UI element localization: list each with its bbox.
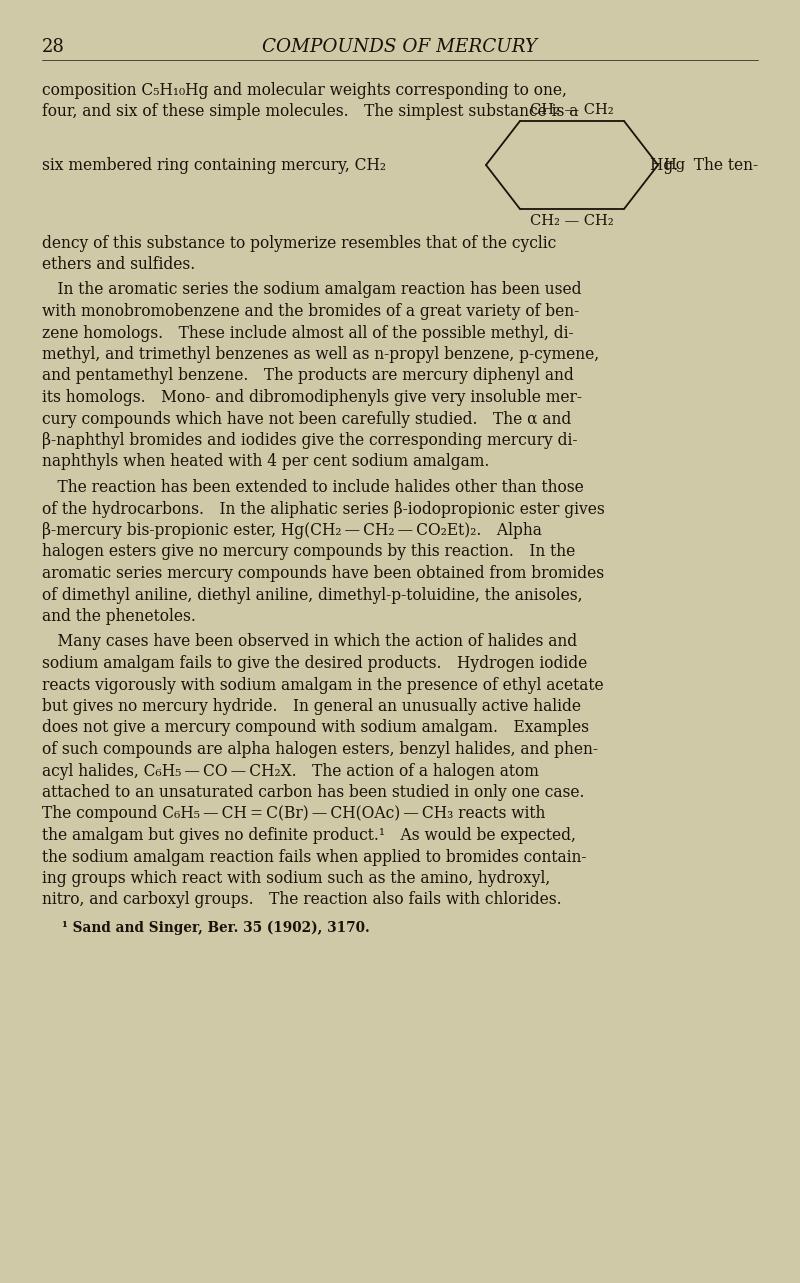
Text: with monobromobenzene and the bromides of a great variety of ben-: with monobromobenzene and the bromides o… <box>42 303 579 319</box>
Text: the sodium amalgam reaction fails when applied to bromides contain-: the sodium amalgam reaction fails when a… <box>42 848 586 866</box>
Text: Many cases have been observed in which the action of halides and: Many cases have been observed in which t… <box>42 634 577 650</box>
Text: β-naphthyl bromides and iodides give the corresponding mercury di-: β-naphthyl bromides and iodides give the… <box>42 432 578 449</box>
Text: methyl, and trimethyl benzenes as well as n-propyl benzene, p-cymene,: methyl, and trimethyl benzenes as well a… <box>42 346 599 363</box>
Text: does not give a mercury compound with sodium amalgam. Examples: does not give a mercury compound with so… <box>42 720 589 736</box>
Text: aromatic series mercury compounds have been obtained from bromides: aromatic series mercury compounds have b… <box>42 565 604 582</box>
Text: its homologs. Mono- and dibromodiphenyls give very insoluble mer-: its homologs. Mono- and dibromodiphenyls… <box>42 389 582 405</box>
Text: halogen esters give no mercury compounds by this reaction. In the: halogen esters give no mercury compounds… <box>42 544 575 561</box>
Text: The reaction has been extended to include halides other than those: The reaction has been extended to includ… <box>42 479 584 497</box>
Text: In the aromatic series the sodium amalgam reaction has been used: In the aromatic series the sodium amalga… <box>42 281 582 299</box>
Text: the amalgam but gives no definite product.¹ As would be expected,: the amalgam but gives no definite produc… <box>42 828 576 844</box>
Text: sodium amalgam fails to give the desired products. Hydrogen iodide: sodium amalgam fails to give the desired… <box>42 656 587 672</box>
Text: and pentamethyl benzene. The products are mercury diphenyl and: and pentamethyl benzene. The products ar… <box>42 367 574 385</box>
Text: β-mercury bis-propionic ester, Hg(CH₂ — CH₂ — CO₂Et)₂. Alpha: β-mercury bis-propionic ester, Hg(CH₂ — … <box>42 522 542 539</box>
Text: dency of this substance to polymerize resembles that of the cyclic: dency of this substance to polymerize re… <box>42 235 556 251</box>
Text: reacts vigorously with sodium amalgam in the presence of ethyl acetate: reacts vigorously with sodium amalgam in… <box>42 676 604 694</box>
Text: naphthyls when heated with 4 per cent sodium amalgam.: naphthyls when heated with 4 per cent so… <box>42 453 490 471</box>
Text: Hg. The ten-: Hg. The ten- <box>650 157 758 173</box>
Text: attached to an unsaturated carbon has been studied in only one case.: attached to an unsaturated carbon has be… <box>42 784 585 801</box>
Text: CH₂ — CH₂: CH₂ — CH₂ <box>530 103 614 117</box>
Text: Hg: Hg <box>663 158 685 172</box>
Text: but gives no mercury hydride. In general an unusually active halide: but gives no mercury hydride. In general… <box>42 698 581 715</box>
Text: nitro, and carboxyl groups. The reaction also fails with chlorides.: nitro, and carboxyl groups. The reaction… <box>42 892 562 908</box>
Text: COMPOUNDS OF MERCURY: COMPOUNDS OF MERCURY <box>262 38 538 56</box>
Text: The compound C₆H₅ — CH = C(Br) — CH(OAc) — CH₃ reacts with: The compound C₆H₅ — CH = C(Br) — CH(OAc)… <box>42 806 546 822</box>
Text: acyl halides, C₆H₅ — CO — CH₂X. The action of a halogen atom: acyl halides, C₆H₅ — CO — CH₂X. The acti… <box>42 762 539 780</box>
Text: of such compounds are alpha halogen esters, benzyl halides, and phen-: of such compounds are alpha halogen este… <box>42 742 598 758</box>
Text: of the hydrocarbons. In the aliphatic series β-iodopropionic ester gives: of the hydrocarbons. In the aliphatic se… <box>42 500 605 517</box>
Text: zene homologs. These include almost all of the possible methyl, di-: zene homologs. These include almost all … <box>42 325 574 341</box>
Text: four, and six of these simple molecules. The simplest substance is a: four, and six of these simple molecules.… <box>42 104 578 121</box>
Text: CH₂ — CH₂: CH₂ — CH₂ <box>530 214 614 228</box>
Text: 28: 28 <box>42 38 65 56</box>
Text: of dimethyl aniline, diethyl aniline, dimethyl-p-toluidine, the anisoles,: of dimethyl aniline, diethyl aniline, di… <box>42 586 582 603</box>
Text: ing groups which react with sodium such as the amino, hydroxyl,: ing groups which react with sodium such … <box>42 870 550 887</box>
Text: six membered ring containing mercury, CH₂: six membered ring containing mercury, CH… <box>42 157 386 173</box>
Text: ethers and sulfides.: ethers and sulfides. <box>42 257 195 273</box>
Text: cury compounds which have not been carefully studied. The α and: cury compounds which have not been caref… <box>42 411 571 427</box>
Text: composition C₅H₁₀Hg and molecular weights corresponding to one,: composition C₅H₁₀Hg and molecular weight… <box>42 82 567 99</box>
Text: and the phenetoles.: and the phenetoles. <box>42 608 196 625</box>
Text: ¹ Sand and Singer, Ber. 35 (1902), 3170.: ¹ Sand and Singer, Ber. 35 (1902), 3170. <box>62 921 370 935</box>
